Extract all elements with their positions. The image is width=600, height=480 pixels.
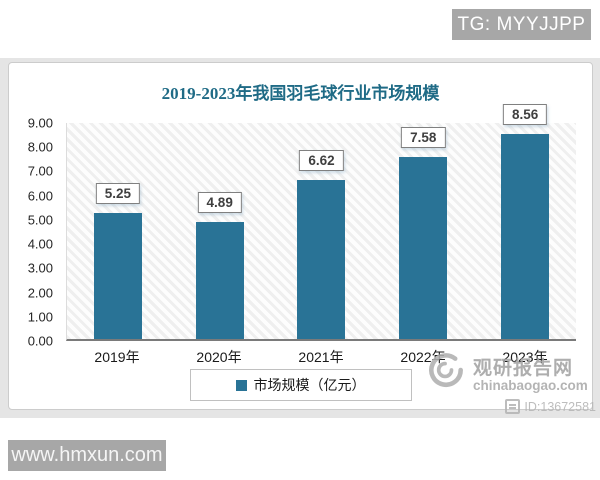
y-tick-label: 6.00	[27, 188, 53, 204]
legend-swatch-icon	[235, 379, 247, 391]
y-tick-label: 4.00	[27, 236, 53, 252]
y-tick-label: 2.00	[27, 285, 53, 301]
value-label-2023年: 8.56	[502, 103, 548, 125]
y-axis: 9.00 8.00 7.00 6.00 5.00 4.00 3.00 2.00 1.00 0.00	[9, 116, 59, 349]
value-label-2020年: 4.89	[197, 191, 242, 213]
y-tick-label: 8.00	[27, 139, 53, 155]
watermark-id: ID:13672581	[524, 399, 596, 414]
value-label-2022年: 7.58	[401, 127, 446, 149]
x-tick-label: 2020年	[196, 349, 242, 365]
tg-contact-badge: TG: MYYJJPP	[452, 9, 591, 40]
bar-slot: 6.62	[271, 123, 373, 339]
watermark-site-url: chinabaogao.com	[473, 377, 588, 393]
chart-title: 2019-2023年我国羽毛球行业市场规模	[161, 84, 440, 103]
site-url-badge: www.hmxun.com	[8, 440, 166, 471]
y-tick-label: 9.00	[27, 115, 53, 131]
x-tick-label: 2021年	[298, 349, 344, 365]
y-tick-label: 1.00	[27, 309, 53, 325]
bar-2023年	[501, 133, 550, 339]
seal-icon	[505, 399, 521, 414]
y-tick-label: 0.00	[27, 333, 53, 349]
x-tick-label: 2023年	[502, 349, 548, 365]
x-tick-label: 2019年	[94, 349, 140, 365]
value-label-2019年: 5.25	[95, 183, 141, 204]
legend-label: 市场规模（亿元）	[253, 377, 366, 393]
bar-slot: 7.58	[372, 123, 474, 339]
watermark: 观研报告网 chinabaogao.com ID:13672581	[424, 348, 600, 414]
bar-slot: 5.25	[67, 123, 169, 339]
x-axis: 2019年 2020年 2021年 2022年 2023年	[66, 347, 576, 367]
y-tick-label: 7.00	[27, 163, 53, 179]
bar-2021年	[297, 180, 346, 339]
value-label-2021年: 6.62	[299, 150, 344, 172]
bar-2020年	[195, 221, 244, 339]
watermark-site-name: 观研报告网	[473, 357, 574, 379]
bar-slot: 4.89	[169, 123, 271, 339]
watermark-logo-icon	[424, 348, 468, 397]
chart-card: 2019-2023年我国羽毛球行业市场规模 9.00 8.00 7.00 6.00 5.…	[8, 62, 593, 410]
y-tick-label: 5.00	[27, 212, 53, 228]
bar-2019年	[93, 213, 142, 339]
bar-2022年	[399, 157, 448, 339]
y-tick-label: 3.00	[27, 260, 53, 276]
legend: 市场规模（亿元）	[189, 369, 412, 401]
plot-area: 5.25 4.89 6.62 7.58 8.56	[66, 103, 576, 341]
bar-slot: 8.56	[474, 103, 576, 339]
